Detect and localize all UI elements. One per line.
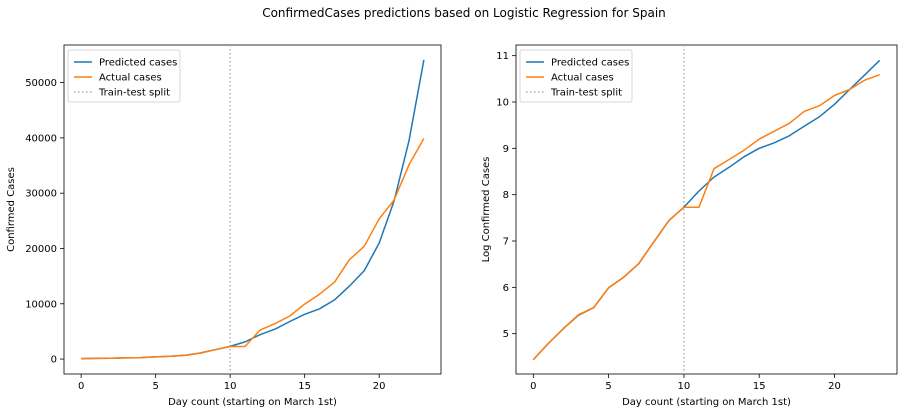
y-tick-label: 10000 [25,299,57,310]
plot-log-confirmed-cases: 0 5 10 15 20 5 6 7 8 9 10 11 Day count (starting on … [481,44,898,408]
axes-frame [63,44,442,375]
legend-label: Actual cases [99,73,162,84]
legend-label: Train-test split [98,88,170,99]
y-tick-label: 30000 [25,189,57,200]
legend-label: Actual cases [551,73,614,84]
series-line-predicted [532,59,881,361]
y-tick-label: 7 [503,237,509,248]
series-line-predicted [81,59,425,360]
y-tick-label: 11 [496,51,509,62]
legend-label: Predicted cases [99,58,177,69]
x-tick-label: 5 [605,381,611,392]
x-axis-label: Day count (starting on March 1st) [622,397,791,408]
x-tick-label: 0 [530,381,536,392]
y-tick-label: 40000 [25,133,57,144]
x-tick-label: 20 [828,381,841,392]
axes-frame [515,44,898,375]
x-tick-label: 15 [753,381,766,392]
x-tick-label: 20 [373,381,386,392]
y-tick-label: 8 [503,190,509,201]
y-tick-label: 5 [503,329,509,340]
x-tick-label: 10 [224,381,237,392]
y-tick-label: 9 [503,144,509,155]
x-axis-label: Day count (starting on March 1st) [168,397,337,408]
series-line-actual [532,73,880,361]
y-axis-label: Log Confirmed Cases [481,157,492,263]
figure-title: ConfirmedCases predictions based on Logi… [262,6,666,20]
x-tick-label: 10 [678,381,691,392]
legend [519,49,633,103]
x-tick-label: 5 [152,381,158,392]
y-tick-label: 0 [51,355,57,366]
y-tick-label: 20000 [25,244,57,255]
x-tick-label: 0 [78,381,84,392]
y-tick-label: 50000 [25,78,57,89]
y-tick-label: 6 [503,283,509,294]
legend-label: Train-test split [550,88,622,99]
x-tick-label: 15 [298,381,311,392]
legend-label: Predicted cases [551,58,629,69]
y-tick-label: 10 [496,97,509,108]
series-line-actual [81,138,425,360]
plot-confirmed-cases: 0 5 10 15 20 0 10000 20000 30000 40000 50000 Day co… [6,44,442,408]
y-axis-label: Confirmed Cases [6,167,17,252]
legend [67,49,181,103]
